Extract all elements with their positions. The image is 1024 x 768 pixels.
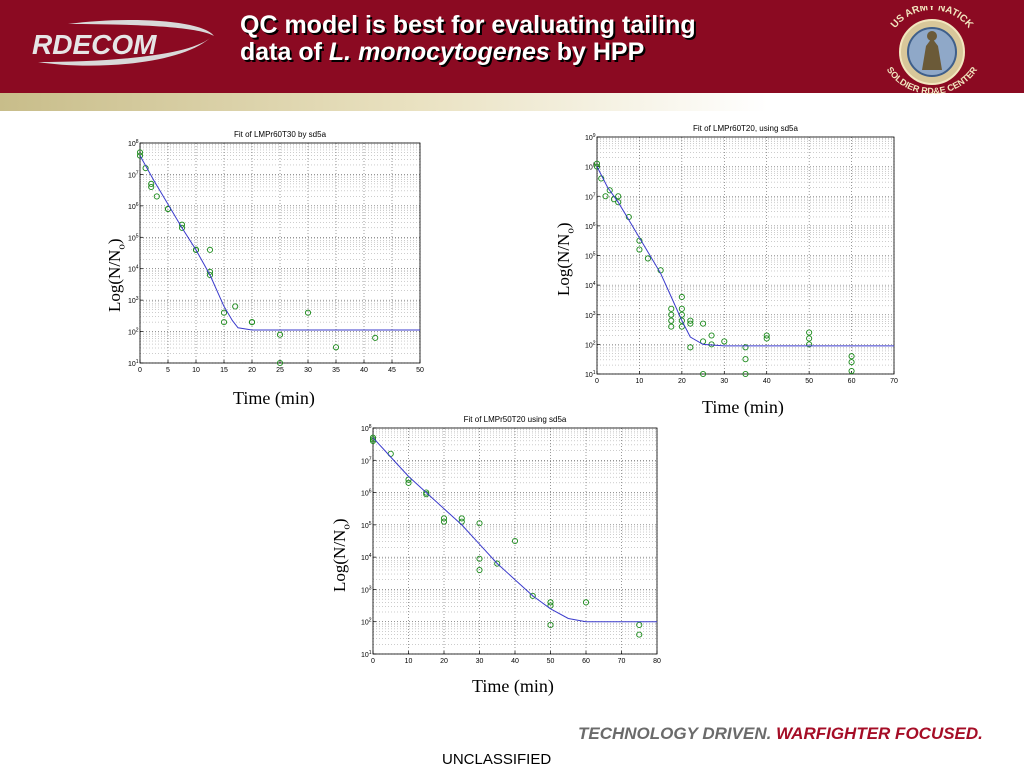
x-tick-label: 40 — [511, 658, 519, 665]
x-axis-label-3: Time (min) — [472, 676, 554, 697]
x-tick-label: 40 — [763, 378, 771, 385]
y-tick-label: 103 — [128, 296, 139, 305]
y-axis-label-2: Log(N/No) — [554, 223, 576, 297]
y-tick-label: 107 — [585, 192, 596, 201]
x-tick-label: 50 — [547, 658, 555, 665]
chart-lmpr60t20-svg: Fit of LMPr60T20, using sd5a 0 10 20 30 40 50 6… — [560, 120, 905, 390]
x-tick-label: 70 — [618, 658, 626, 665]
y-tick-label: 107 — [128, 170, 139, 179]
chart-title: Fit of LMPr50T20 using sd5a — [464, 415, 567, 424]
x-tick-label: 20 — [248, 367, 256, 374]
chart-lmpr60t20: Fit of LMPr60T20, using sd5a 0 10 20 30 40 50 6… — [560, 120, 905, 390]
y-tick-label: 104 — [128, 265, 139, 274]
rdecom-logo-text: RDECOM — [32, 29, 157, 60]
x-tick-label: 20 — [678, 378, 686, 385]
x-tick-label: 50 — [805, 378, 813, 385]
x-tick-label: 10 — [405, 658, 413, 665]
chart-lmpr60t30-svg: Fit of LMPr60T30 by sd5a 0 5 10 15 20 25 30 35 40… — [110, 125, 430, 380]
y-tick-label: 108 — [128, 139, 139, 148]
y-tick-label: 103 — [361, 585, 372, 594]
x-tick-label: 70 — [890, 378, 898, 385]
chart-title: Fit of LMPr60T20, using sd5a — [693, 124, 798, 133]
chart-lmpr50t20-svg: Fit of LMPr50T20 using sd5a 0 10 20 30 40 50 60… — [345, 410, 665, 672]
x-tick-label: 10 — [192, 367, 200, 374]
title-species: L. monocytogenes — [329, 38, 550, 66]
title-prefix: data of — [240, 38, 329, 66]
x-tick-label: 40 — [360, 367, 368, 374]
x-axis-label-2: Time (min) — [702, 397, 784, 418]
classification-label: UNCLASSIFIED — [442, 751, 551, 768]
y-tick-label: 102 — [361, 618, 372, 627]
y-tick-label: 102 — [128, 328, 139, 337]
x-tick-label: 60 — [848, 378, 856, 385]
y-tick-label: 107 — [361, 456, 372, 465]
x-tick-label: 15 — [220, 367, 228, 374]
y-tick-label: 103 — [585, 311, 596, 320]
x-tick-label: 35 — [332, 367, 340, 374]
y-tick-label: 105 — [128, 233, 139, 242]
tagline-part-2: WARFIGHTER FOCUSED. — [776, 724, 983, 743]
x-tick-label: 80 — [653, 658, 661, 665]
title-line-1: QC model is best for evaluating tailing — [240, 12, 860, 39]
header-accent-band — [0, 93, 1024, 111]
x-tick-label: 10 — [636, 378, 644, 385]
y-tick-label: 105 — [361, 521, 372, 530]
x-tick-label: 0 — [138, 367, 142, 374]
tagline-part-1: TECHNOLOGY DRIVEN. — [578, 724, 771, 743]
y-tick-label: 104 — [361, 553, 372, 562]
x-tick-label: 60 — [582, 658, 590, 665]
x-tick-label: 45 — [388, 367, 396, 374]
x-tick-label: 30 — [476, 658, 484, 665]
y-axis-label-1: Log(N/No) — [105, 239, 127, 313]
chart-title: Fit of LMPr60T30 by sd5a — [234, 130, 327, 139]
y-tick-label: 106 — [361, 489, 372, 498]
x-tick-label: 50 — [416, 367, 424, 374]
y-tick-label: 109 — [585, 133, 596, 142]
x-tick-label: 0 — [371, 658, 375, 665]
chart-lmpr50t20: Fit of LMPr50T20 using sd5a 0 10 20 30 40 50 60… — [345, 410, 665, 672]
chart-lmpr60t30: Fit of LMPr60T30 by sd5a 0 5 10 15 20 25 30 35 40… — [110, 125, 430, 380]
x-tick-label: 30 — [720, 378, 728, 385]
rdecom-logo: RDECOM — [28, 16, 218, 70]
y-tick-label: 105 — [585, 252, 596, 261]
y-axis-label-3: Log(N/No) — [330, 519, 352, 593]
title-suffix: by HPP — [550, 38, 644, 66]
y-tick-label: 104 — [585, 281, 596, 290]
y-tick-label: 106 — [128, 202, 139, 211]
y-tick-label: 106 — [585, 222, 596, 231]
x-tick-label: 30 — [304, 367, 312, 374]
x-tick-label: 0 — [595, 378, 599, 385]
slide-title: QC model is best for evaluating tailing … — [240, 12, 860, 66]
natick-seal: US ARMY NATICK SOLDIER RD&E CENTER — [872, 6, 992, 94]
footer-tagline: TECHNOLOGY DRIVEN. WARFIGHTER FOCUSED. — [578, 724, 983, 744]
y-tick-label: 108 — [361, 424, 372, 433]
y-tick-label: 102 — [585, 340, 596, 349]
title-line-2: data of L. monocytogenes by HPP — [240, 39, 860, 66]
x-tick-label: 5 — [166, 367, 170, 374]
x-tick-label: 25 — [276, 367, 284, 374]
x-axis-label-1: Time (min) — [233, 388, 315, 409]
x-tick-label: 20 — [440, 658, 448, 665]
